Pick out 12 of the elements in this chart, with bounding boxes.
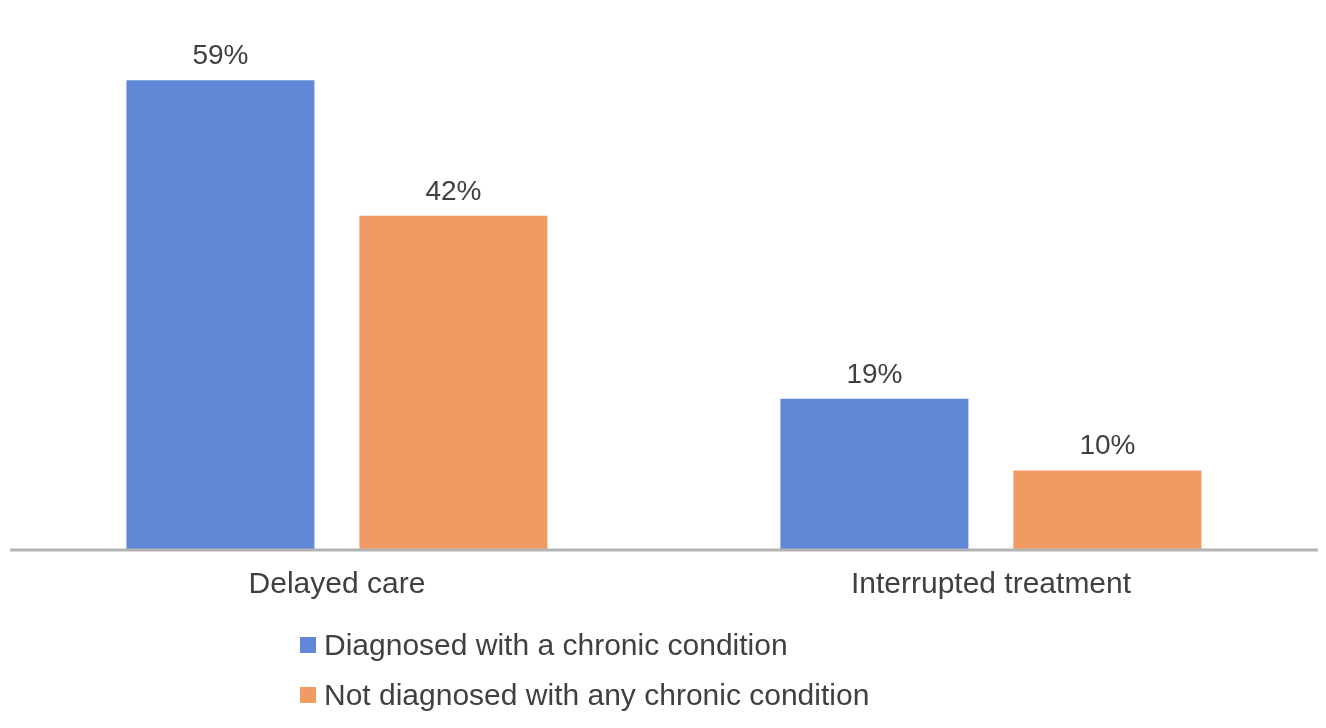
bar	[1013, 470, 1202, 550]
legend-label: Not diagnosed with any chronic condition	[324, 678, 870, 712]
bar	[359, 215, 548, 550]
data-label: 59%	[192, 39, 249, 71]
bar	[126, 80, 315, 550]
x-tick-label: Delayed care	[248, 566, 426, 600]
bar	[780, 398, 969, 550]
data-label: 19%	[846, 357, 903, 389]
data-label: 10%	[1079, 429, 1136, 461]
legend-label: Diagnosed with a chronic condition	[324, 628, 788, 662]
data-label: 42%	[425, 174, 482, 206]
x-tick-label: Interrupted treatment	[850, 566, 1132, 600]
